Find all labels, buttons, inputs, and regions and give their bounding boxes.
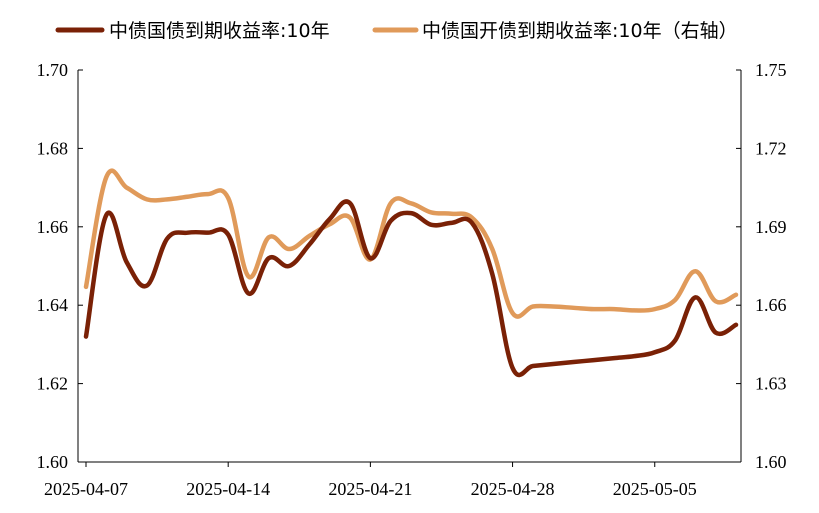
y-left-tick-label: 1.60 xyxy=(37,452,69,472)
x-tick-label: 2025-04-21 xyxy=(328,479,412,499)
y-right-tick-label: 1.72 xyxy=(755,138,787,158)
y-left-tick-label: 1.68 xyxy=(37,138,69,158)
series-line-cdb-10y xyxy=(83,168,739,319)
y-right-tick-label: 1.60 xyxy=(755,452,787,472)
y-left-tick-label: 1.62 xyxy=(37,374,69,394)
x-tick-label: 2025-05-05 xyxy=(613,479,697,499)
x-tick-label: 2025-04-28 xyxy=(471,479,555,499)
y-right-tick-label: 1.75 xyxy=(755,60,787,80)
legend-label-cdb-10y: 中债国开债到期收益率:10年（右轴） xyxy=(422,20,738,42)
x-tick-label: 2025-04-07 xyxy=(44,479,128,499)
y-left-tick-label: 1.64 xyxy=(37,295,69,315)
y-right-tick-label: 1.66 xyxy=(755,295,787,315)
y-left-tick-label: 1.66 xyxy=(37,217,69,237)
y-left-tick-label: 1.70 xyxy=(37,60,69,80)
legend-label-govt-10y: 中债国债到期收益率:10年 xyxy=(109,20,330,42)
y-right-tick-label: 1.63 xyxy=(755,374,787,394)
y-right-tick-label: 1.69 xyxy=(755,217,787,237)
x-tick-label: 2025-04-14 xyxy=(186,479,270,499)
series-line-govt-10y xyxy=(83,199,739,378)
